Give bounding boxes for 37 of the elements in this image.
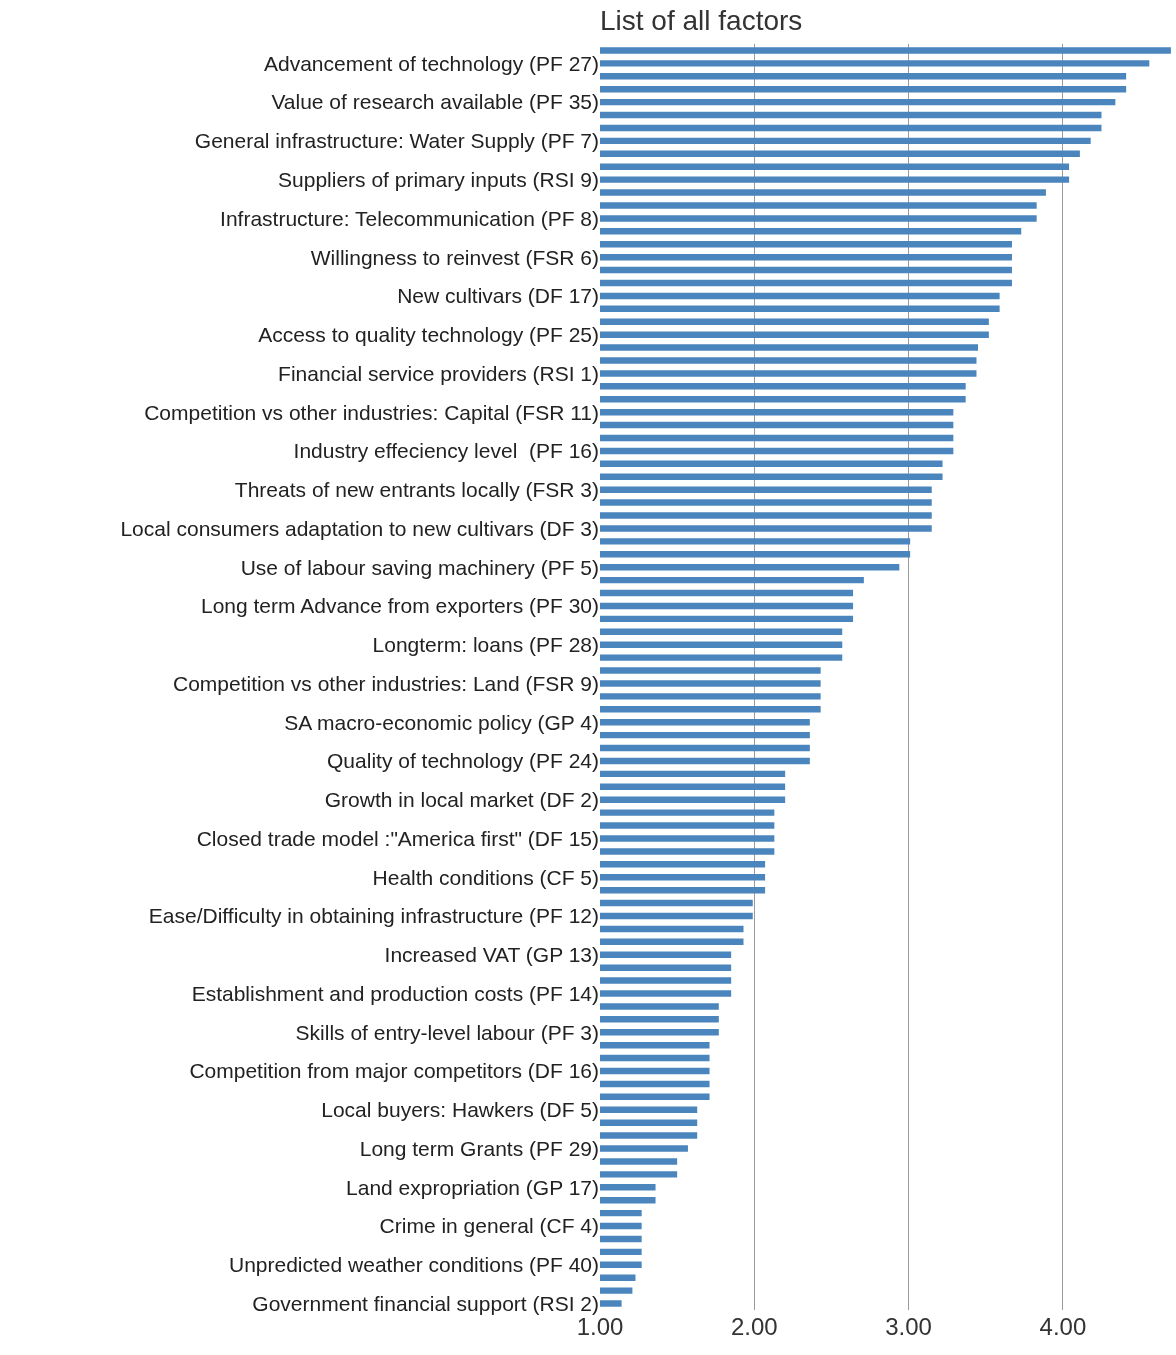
y-tick-label: Use of labour saving machinery (PF 5) — [240, 555, 599, 579]
y-tick-label: Growth in local market (DF 2) — [324, 788, 599, 812]
y-tick-label: Long term Grants (PF 29) — [359, 1136, 599, 1160]
y-tick-label: Local consumers adaptation to new cultivars (DF 3) — [120, 516, 599, 540]
y-tick-label: Access to quality technology (PF 25) — [258, 323, 599, 347]
y-tick-label: Establishment and production costs (PF 14) — [191, 981, 599, 1005]
y-tick-label: Local buyers: Hawkers (DF 5) — [321, 1098, 599, 1122]
y-tick-label: New cultivars (DF 17) — [397, 284, 599, 308]
y-tick-label: Ease/Difficulty in obtaining infrastructure (PF 12) — [148, 904, 599, 928]
y-tick-label: Competition vs other industries: Capital (FSR 11) — [144, 400, 599, 424]
y-tick-label: Threats of new entrants locally (FSR 3) — [234, 478, 599, 502]
y-tick-label: Suppliers of primary inputs (RSI 9) — [278, 167, 599, 191]
y-tick-label: Crime in general (CF 4) — [379, 1214, 599, 1238]
y-tick-label: Health conditions (CF 5) — [372, 865, 599, 889]
chart-title: List of all factors — [600, 5, 803, 37]
y-tick-label: Long term Advance from exporters (PF 30) — [200, 594, 599, 618]
y-tick-label: Quality of technology (PF 24) — [327, 749, 599, 773]
x-tick-label: 4.00 — [1039, 1313, 1087, 1340]
y-tick-label: Advancement of technology (PF 27) — [263, 51, 599, 75]
y-tick-label: Willingness to reinvest (FSR 6) — [310, 245, 599, 269]
y-tick-label: Government financial support (RSI 2) — [252, 1291, 599, 1315]
x-tick-label: 3.00 — [885, 1313, 932, 1340]
y-tick-label: Unpredicted weather conditions (PF 40) — [228, 1253, 599, 1277]
y-tick-label: Longterm: loans (PF 28) — [372, 633, 599, 657]
x-tick-label: 2.00 — [730, 1313, 778, 1340]
y-tick-label: Skills of entry-level labour (PF 3) — [295, 1020, 599, 1044]
y-tick-label: Infrastructure: Telecommunication (PF 8) — [220, 206, 599, 230]
y-tick-label: Industry effeciency level (PF 16) — [293, 439, 599, 463]
y-tick-label: Financial service providers (RSI 1) — [278, 361, 599, 385]
y-tick-label: Land expropriation (GP 17) — [346, 1175, 599, 1199]
y-tick-label: SA macro-economic policy (GP 4) — [284, 710, 599, 734]
y-tick-label: Competition from major competitors (DF 16) — [189, 1059, 599, 1083]
y-tick-label: General infrastructure: Water Supply (PF 7) — [194, 129, 599, 153]
y-tick-label: Closed trade model :"America first" (DF 15) — [196, 826, 599, 850]
y-tick-label: Competition vs other industries: Land (FSR 9) — [172, 671, 599, 695]
y-tick-label: Increased VAT (GP 13) — [384, 943, 599, 967]
y-tick-label: Value of research available (PF 35) — [271, 90, 599, 114]
